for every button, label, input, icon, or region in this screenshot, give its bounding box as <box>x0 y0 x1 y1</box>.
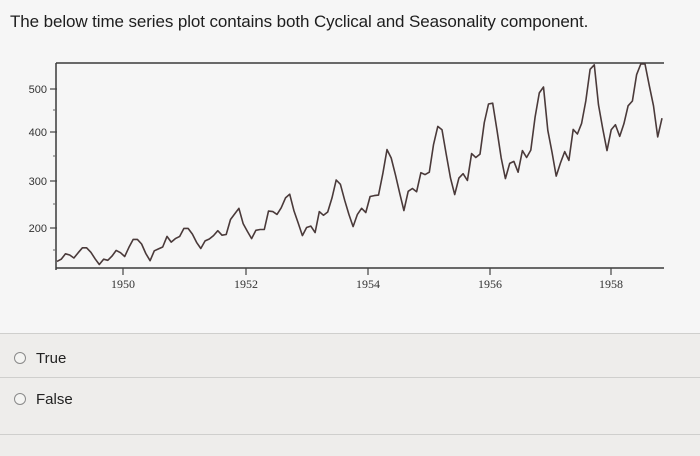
time-series-chart: 500 400 300 200 1950 1952 1954 1956 1958 <box>29 62 664 291</box>
y-tick-label: 500 <box>29 84 47 96</box>
y-ticks: 500 400 300 200 <box>29 84 57 251</box>
y-tick-label: 200 <box>29 223 47 235</box>
answer-options: True False <box>0 334 700 456</box>
x-tick-label: 1956 <box>478 277 502 291</box>
x-tick-label: 1952 <box>234 277 258 291</box>
radio-button-true[interactable] <box>14 352 26 364</box>
y-tick-label: 300 <box>29 176 47 188</box>
option-label: False <box>36 390 73 408</box>
divider <box>0 434 700 435</box>
option-true[interactable]: True <box>14 345 314 371</box>
radio-button-false[interactable] <box>14 393 26 405</box>
series-line <box>56 63 663 266</box>
series-layer <box>56 63 663 266</box>
x-tick-label: 1958 <box>599 277 623 291</box>
question-text: The below time series plot contains both… <box>10 12 589 31</box>
x-ticks: 1950 1952 1954 1956 1958 <box>111 268 623 291</box>
divider <box>0 377 700 378</box>
y-tick-label: 400 <box>29 127 47 139</box>
question-block: The below time series plot contains both… <box>0 0 700 334</box>
x-tick-label: 1954 <box>356 277 380 291</box>
option-false[interactable]: False <box>14 386 314 412</box>
option-label: True <box>36 349 67 367</box>
divider <box>0 333 700 334</box>
x-tick-label: 1950 <box>111 277 135 291</box>
